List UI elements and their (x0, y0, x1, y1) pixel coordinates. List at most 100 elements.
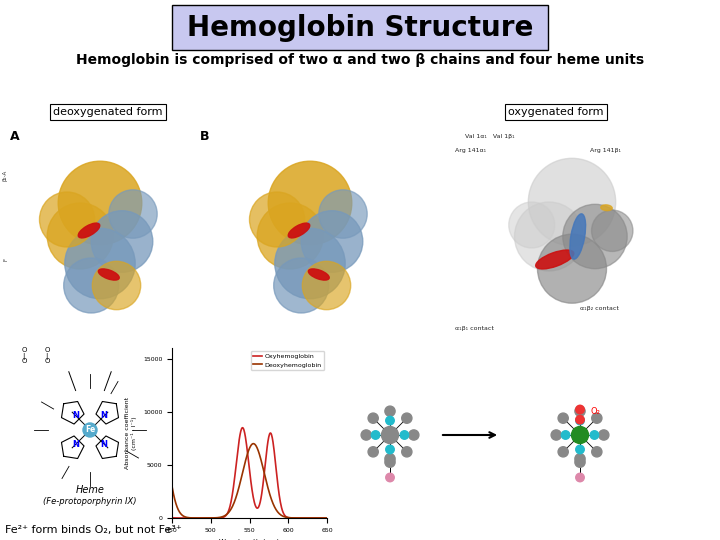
Circle shape (558, 413, 568, 423)
Circle shape (109, 190, 157, 238)
Deoxyhemoglobin (280, 514, 289, 520)
Circle shape (599, 430, 609, 440)
Deoxyhemoglobin (281, 514, 289, 520)
Circle shape (368, 413, 378, 423)
Text: Hemoglobin Structure: Hemoglobin Structure (186, 14, 534, 42)
Deoxyhemoglobin (323, 515, 331, 521)
Circle shape (301, 211, 363, 272)
Ellipse shape (99, 269, 120, 280)
Text: O: O (22, 358, 27, 364)
Circle shape (65, 228, 135, 299)
Circle shape (576, 416, 584, 425)
Circle shape (250, 192, 305, 247)
Text: O: O (22, 347, 27, 353)
Text: oxygenated form: oxygenated form (508, 107, 604, 117)
Ellipse shape (308, 269, 329, 280)
Circle shape (368, 447, 378, 457)
Circle shape (385, 406, 395, 416)
Oxyhemoglobin (238, 424, 247, 431)
Circle shape (538, 234, 606, 303)
Text: N: N (72, 440, 79, 449)
Text: F: F (3, 258, 8, 261)
Text: N: N (101, 440, 108, 449)
Ellipse shape (600, 205, 612, 211)
Circle shape (572, 427, 588, 443)
Circle shape (361, 430, 372, 440)
Circle shape (400, 431, 409, 439)
Deoxyhemoglobin (266, 491, 274, 498)
Text: Arg 141α₁: Arg 141α₁ (455, 148, 486, 153)
Circle shape (590, 431, 599, 439)
Ellipse shape (288, 223, 310, 238)
Ellipse shape (536, 250, 574, 269)
Text: O: O (45, 347, 50, 353)
Oxyhemoglobin (323, 515, 331, 521)
Circle shape (257, 203, 323, 269)
Circle shape (385, 457, 395, 467)
Circle shape (386, 416, 395, 425)
Circle shape (58, 161, 142, 245)
Circle shape (576, 405, 584, 414)
Ellipse shape (570, 214, 585, 259)
Circle shape (63, 258, 119, 313)
Line: Oxyhemoglobin: Oxyhemoglobin (172, 428, 327, 518)
Circle shape (576, 473, 584, 482)
Text: Fe²⁺ form binds O₂, but not Fe³⁺: Fe²⁺ form binds O₂, but not Fe³⁺ (5, 525, 181, 535)
Text: Fe: Fe (85, 426, 95, 435)
Text: N: N (72, 411, 79, 420)
Circle shape (48, 203, 113, 269)
Circle shape (409, 430, 419, 440)
Text: Hemoglobin is comprised of two α and two β chains and four heme units: Hemoglobin is comprised of two α and two… (76, 53, 644, 67)
Text: Val 1α₁   Val 1β₁: Val 1α₁ Val 1β₁ (465, 134, 515, 139)
Circle shape (386, 445, 395, 454)
Oxyhemoglobin (168, 515, 176, 521)
Text: Arg 141β₁: Arg 141β₁ (590, 148, 621, 153)
Deoxyhemoglobin (249, 441, 258, 447)
X-axis label: Wavelength (nm): Wavelength (nm) (220, 538, 279, 540)
Text: α₁β₂ contact: α₁β₂ contact (580, 306, 619, 311)
Circle shape (592, 210, 633, 252)
Y-axis label: Absorbance coefficient
(cm⁻¹ · l⁻¹): Absorbance coefficient (cm⁻¹ · l⁻¹) (125, 397, 138, 469)
Legend: Oxyhemoglobin, Deoxyhemoglobin: Oxyhemoglobin, Deoxyhemoglobin (251, 351, 324, 370)
Circle shape (592, 447, 602, 457)
Text: Heme: Heme (76, 485, 104, 495)
Deoxyhemoglobin (229, 501, 238, 508)
Circle shape (91, 211, 153, 272)
Circle shape (274, 258, 329, 313)
Circle shape (509, 202, 554, 248)
Text: |: | (22, 353, 24, 360)
Circle shape (40, 192, 94, 247)
Circle shape (386, 473, 395, 482)
Circle shape (576, 445, 584, 454)
Deoxyhemoglobin (168, 483, 176, 489)
Text: A: A (10, 130, 19, 143)
Circle shape (92, 261, 140, 310)
Circle shape (319, 190, 367, 238)
Circle shape (402, 447, 412, 457)
Circle shape (382, 427, 398, 443)
Circle shape (551, 430, 562, 440)
Circle shape (575, 454, 585, 464)
Oxyhemoglobin (280, 511, 289, 518)
Text: deoxygenated form: deoxygenated form (53, 107, 163, 117)
Oxyhemoglobin (229, 484, 238, 491)
Circle shape (385, 454, 395, 464)
Oxyhemoglobin (266, 430, 274, 437)
Text: O₂: O₂ (590, 407, 600, 416)
Circle shape (528, 158, 616, 246)
Text: (Fe-protoporphyrin IX): (Fe-protoporphyrin IX) (43, 497, 137, 507)
Circle shape (575, 406, 585, 416)
Text: |: | (45, 353, 48, 360)
Text: α₁β₁ contact: α₁β₁ contact (455, 326, 494, 331)
Text: O: O (45, 358, 50, 364)
Deoxyhemoglobin (218, 514, 227, 520)
Oxyhemoglobin (281, 512, 289, 519)
Circle shape (402, 413, 412, 423)
Circle shape (268, 161, 352, 245)
Oxyhemoglobin (218, 514, 227, 521)
FancyBboxPatch shape (172, 5, 548, 50)
Circle shape (592, 413, 602, 423)
Text: N: N (101, 411, 108, 420)
Deoxyhemoglobin (186, 515, 195, 521)
Circle shape (562, 431, 570, 439)
